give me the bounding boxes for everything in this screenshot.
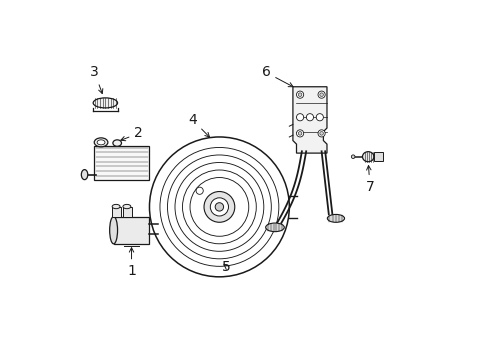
- Circle shape: [296, 114, 303, 121]
- Circle shape: [317, 130, 325, 137]
- Ellipse shape: [109, 217, 117, 244]
- Circle shape: [196, 187, 203, 194]
- Circle shape: [296, 130, 303, 137]
- Text: 4: 4: [188, 113, 209, 137]
- Bar: [112, 207, 121, 217]
- Circle shape: [296, 91, 303, 98]
- Circle shape: [319, 132, 323, 135]
- Ellipse shape: [326, 215, 344, 222]
- Text: 1: 1: [127, 248, 136, 278]
- Ellipse shape: [122, 204, 131, 209]
- Circle shape: [316, 114, 323, 121]
- Bar: [122, 207, 131, 217]
- Circle shape: [317, 91, 325, 98]
- Ellipse shape: [81, 170, 88, 180]
- Circle shape: [215, 203, 223, 211]
- Polygon shape: [292, 87, 326, 153]
- Text: 7: 7: [365, 166, 374, 194]
- Ellipse shape: [113, 140, 121, 146]
- Ellipse shape: [362, 152, 373, 162]
- Text: 6: 6: [261, 66, 292, 87]
- Circle shape: [319, 93, 323, 96]
- Ellipse shape: [112, 204, 120, 209]
- Ellipse shape: [97, 140, 105, 145]
- Ellipse shape: [93, 98, 117, 108]
- Text: 5: 5: [222, 260, 230, 274]
- Circle shape: [149, 137, 289, 277]
- Ellipse shape: [265, 223, 284, 231]
- Text: 2: 2: [121, 126, 143, 141]
- Ellipse shape: [351, 155, 354, 158]
- Bar: [94, 146, 149, 180]
- Circle shape: [203, 192, 234, 222]
- Bar: [373, 152, 382, 161]
- Bar: [113, 217, 149, 244]
- Circle shape: [306, 114, 313, 121]
- Ellipse shape: [94, 138, 108, 147]
- Circle shape: [298, 132, 301, 135]
- Circle shape: [210, 198, 228, 216]
- Circle shape: [298, 93, 301, 96]
- Text: 3: 3: [90, 66, 102, 94]
